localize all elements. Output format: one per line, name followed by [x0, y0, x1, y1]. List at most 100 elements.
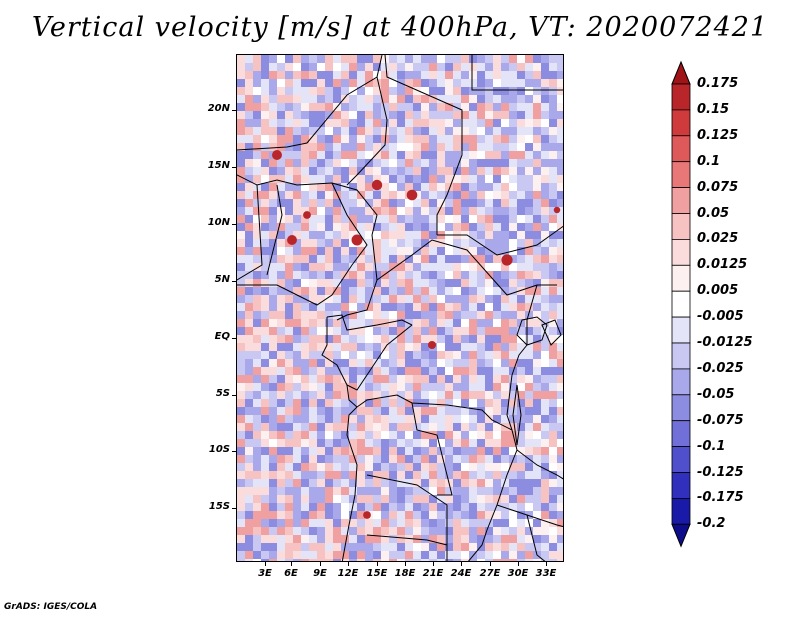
field-cell: [437, 399, 446, 408]
field-cell: [317, 231, 326, 240]
field-cell: [493, 503, 502, 512]
field-cell: [429, 95, 438, 104]
field-cell: [525, 167, 534, 176]
field-cell: [269, 199, 278, 208]
field-cell: [493, 103, 502, 112]
field-cell: [357, 279, 366, 288]
field-cell: [293, 239, 302, 248]
field-cell: [541, 535, 550, 544]
field-cell: [237, 191, 246, 200]
field-cell: [461, 543, 470, 552]
field-cell: [237, 463, 246, 472]
field-cell: [309, 87, 318, 96]
field-cell: [245, 559, 254, 561]
field-cell: [525, 439, 534, 448]
field-cell: [437, 503, 446, 512]
field-cell: [333, 455, 342, 464]
field-cell: [461, 455, 470, 464]
field-cell: [349, 159, 358, 168]
field-cell: [405, 183, 414, 192]
field-cell: [525, 319, 534, 328]
field-cell: [493, 543, 502, 552]
field-cell: [373, 543, 382, 552]
field-cell: [373, 343, 382, 352]
field-cell: [365, 175, 374, 184]
field-cell: [357, 119, 366, 128]
field-cell: [477, 79, 486, 88]
field-cell: [285, 415, 294, 424]
field-cell: [525, 343, 534, 352]
field-cell: [349, 319, 358, 328]
field-cell: [261, 495, 270, 504]
field-cell: [421, 447, 430, 456]
field-cell: [533, 359, 542, 368]
field-cell: [501, 479, 510, 488]
field-cell: [405, 303, 414, 312]
field-cell: [349, 343, 358, 352]
field-cell: [309, 343, 318, 352]
field-cell: [389, 255, 398, 264]
field-cell: [549, 487, 558, 496]
field-cell: [517, 303, 526, 312]
field-cell: [437, 167, 446, 176]
field-cell: [389, 295, 398, 304]
field-cell: [461, 487, 470, 496]
field-cell: [261, 519, 270, 528]
colorbar-level-label: -0.2: [697, 516, 726, 532]
field-cell: [317, 399, 326, 408]
field-cell: [413, 375, 422, 384]
field-cell: [453, 295, 462, 304]
field-cell: [245, 375, 254, 384]
field-cell: [493, 271, 502, 280]
field-cell: [237, 87, 246, 96]
field-cell: [485, 535, 494, 544]
field-cell: [317, 391, 326, 400]
strong-updraft-spot: [303, 211, 311, 219]
field-cell: [301, 487, 310, 496]
field-cell: [477, 535, 486, 544]
field-cell: [357, 303, 366, 312]
field-cell: [333, 351, 342, 360]
field-cell: [429, 551, 438, 560]
field-cell: [501, 279, 510, 288]
field-cell: [349, 95, 358, 104]
field-cell: [517, 551, 526, 560]
field-cell: [253, 351, 262, 360]
field-cell: [533, 351, 542, 360]
field-cell: [525, 191, 534, 200]
field-cell: [421, 311, 430, 320]
field-cell: [461, 359, 470, 368]
field-cell: [421, 111, 430, 120]
field-cell: [421, 479, 430, 488]
field-cell: [533, 391, 542, 400]
field-cell: [429, 399, 438, 408]
field-cell: [533, 63, 542, 72]
field-cell: [405, 535, 414, 544]
field-cell: [541, 87, 550, 96]
field-cell: [357, 87, 366, 96]
field-cell: [389, 303, 398, 312]
field-cell: [493, 407, 502, 416]
field-cell: [421, 503, 430, 512]
field-cell: [365, 287, 374, 296]
field-cell: [317, 271, 326, 280]
field-cell: [277, 295, 286, 304]
field-cell: [253, 63, 262, 72]
field-cell: [325, 375, 334, 384]
field-cell: [365, 447, 374, 456]
field-cell: [429, 279, 438, 288]
field-cell: [509, 343, 518, 352]
field-cell: [349, 447, 358, 456]
field-cell: [373, 495, 382, 504]
field-cell: [373, 167, 382, 176]
field-cell: [325, 271, 334, 280]
field-cell: [373, 95, 382, 104]
field-cell: [549, 295, 558, 304]
field-cell: [277, 223, 286, 232]
field-cell: [469, 327, 478, 336]
field-cell: [365, 415, 374, 424]
field-cell: [461, 151, 470, 160]
field-cell: [397, 343, 406, 352]
field-cell: [485, 183, 494, 192]
field-cell: [261, 319, 270, 328]
